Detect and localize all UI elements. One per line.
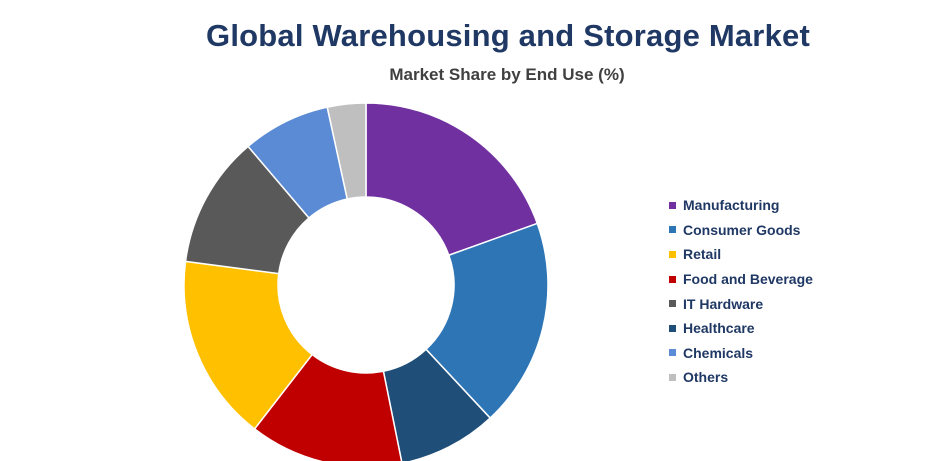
slice-others (326, 102, 367, 200)
legend-label: Manufacturing (683, 197, 780, 214)
chart-legend: Manufacturing Consumer Goods Retail Food an… (669, 193, 813, 390)
legend-item-food-and-beverage: Food and Beverage (669, 267, 813, 292)
chart-title: Global Warehousing and Storage Market (206, 18, 810, 53)
legend-swatch (669, 275, 676, 283)
legend-swatch (669, 373, 676, 381)
slice-manufacturing (365, 102, 539, 257)
legend-label: Retail (683, 246, 722, 263)
legend-item-healthcare: Healthcare (669, 316, 813, 341)
legend-label: IT Hardware (683, 295, 764, 312)
chart-subtitle: Market Share by End Use (%) (389, 65, 625, 84)
legend-swatch (669, 226, 676, 234)
legend-item-others: Others (669, 365, 813, 390)
legend-label: Others (683, 369, 729, 386)
slice-healthcare (382, 348, 492, 461)
legend-label: Healthcare (683, 320, 755, 337)
legend-label: Chemicals (683, 344, 754, 361)
legend-swatch (669, 201, 676, 209)
slice-retail (183, 260, 314, 430)
legend-swatch (669, 250, 676, 258)
legend-label: Consumer Goods (683, 221, 801, 238)
legend-item-consumer-goods: Consumer Goods (669, 218, 813, 243)
legend-label: Food and Beverage (683, 271, 813, 288)
slice-consumer-goods (424, 222, 549, 420)
legend-item-it-hardware: IT Hardware (669, 291, 813, 316)
legend-swatch (669, 324, 676, 332)
legend-item-manufacturing: Manufacturing (669, 193, 813, 218)
legend-swatch (669, 349, 676, 357)
legend-item-retail: Retail (669, 242, 813, 267)
legend-swatch (669, 300, 676, 308)
legend-item-chemicals: Chemicals (669, 341, 813, 366)
